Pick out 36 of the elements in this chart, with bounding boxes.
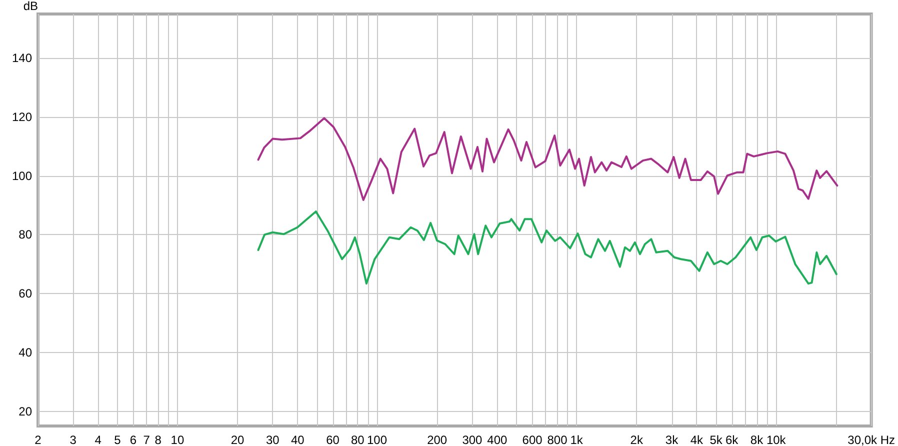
x-tick-label: 6: [130, 433, 137, 446]
x-tick-label: 600: [522, 433, 543, 446]
x-tick-label: 1k: [570, 433, 584, 446]
y-tick-label: 100: [12, 168, 32, 183]
x-tick-label: 5k: [710, 433, 724, 446]
x-tick-label: 60: [326, 433, 340, 446]
x-tick-label: 100: [367, 433, 388, 446]
x-tick-label: 8: [154, 433, 162, 446]
y-tick-label: 80: [18, 228, 32, 242]
x-tick-label: 30: [266, 433, 280, 446]
x-tick-label: 400: [487, 433, 508, 446]
x-tick-label: 6k: [726, 433, 740, 446]
x-tick-label: 5: [114, 433, 122, 446]
x-tick-label: 4: [94, 433, 102, 446]
x-tick-label: 80: [351, 433, 365, 446]
y-tick-label: 60: [18, 286, 32, 301]
y-axis-title: dB: [23, 0, 38, 13]
x-tick-label: 3k: [665, 433, 680, 446]
x-tick-label: 10: [170, 433, 184, 446]
x-tick-label: 30,0k Hz: [848, 433, 895, 446]
x-tick-label: 4k: [690, 433, 704, 446]
y-tick-label: 20: [18, 404, 32, 418]
x-tick-label: 800: [547, 433, 568, 446]
x-tick-label: 2: [34, 433, 42, 446]
x-tick-label: 2k: [630, 433, 644, 446]
x-tick-label: 10k: [766, 433, 787, 446]
x-tick-label: 40: [290, 433, 305, 446]
x-tick-label: 20: [230, 433, 245, 446]
x-tick-label: 8k: [750, 433, 764, 446]
x-tick-label: 3: [70, 433, 77, 446]
y-tick-label: 120: [12, 110, 32, 124]
y-tick-label: 140: [12, 51, 32, 66]
x-tick-label: 7: [143, 433, 150, 446]
y-tick-label: 40: [18, 345, 32, 360]
x-tick-label: 200: [427, 433, 448, 446]
x-tick-label: 300: [462, 433, 483, 446]
